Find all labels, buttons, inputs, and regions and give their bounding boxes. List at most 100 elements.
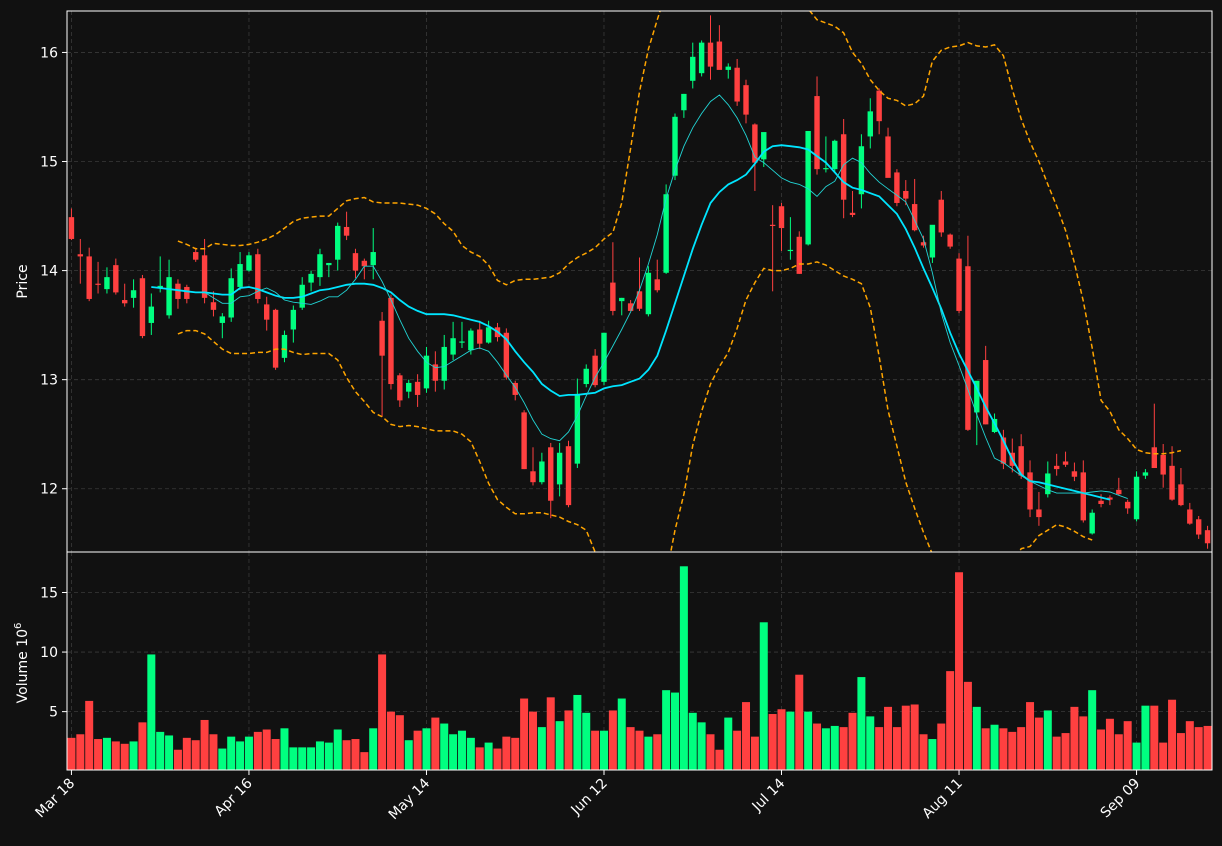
volume-bar bbox=[253, 731, 262, 770]
candle-body bbox=[104, 277, 110, 290]
candle bbox=[920, 235, 927, 248]
volume-bar bbox=[591, 730, 600, 770]
candle bbox=[610, 242, 616, 316]
candle-body bbox=[840, 134, 847, 200]
volume-bar bbox=[1097, 729, 1106, 770]
volume-bar bbox=[1176, 733, 1185, 770]
candle-body bbox=[343, 226, 350, 236]
volume-bar bbox=[644, 736, 653, 770]
candle-body bbox=[441, 346, 447, 381]
candle bbox=[1124, 499, 1131, 514]
candle bbox=[219, 313, 226, 339]
candle-body bbox=[397, 375, 403, 401]
candle bbox=[193, 247, 199, 262]
candle-body bbox=[1142, 472, 1149, 476]
candle-body bbox=[539, 461, 545, 483]
candle-body bbox=[477, 329, 483, 344]
candle bbox=[1133, 471, 1140, 522]
candle-body bbox=[654, 279, 660, 291]
volume-bar bbox=[129, 741, 138, 770]
candle-body bbox=[1080, 472, 1086, 521]
candle-body bbox=[459, 341, 465, 343]
candle-body bbox=[1107, 497, 1113, 500]
volume-bar bbox=[768, 714, 777, 770]
candle bbox=[175, 279, 181, 309]
lower-band-line bbox=[177, 261, 1093, 552]
candle-body bbox=[876, 90, 882, 122]
candle-body bbox=[796, 236, 802, 274]
candle bbox=[565, 440, 572, 508]
candle bbox=[264, 296, 270, 331]
volume-bar bbox=[360, 752, 369, 770]
candle-body bbox=[352, 253, 359, 271]
volume-bar bbox=[520, 698, 529, 770]
candle bbox=[548, 442, 554, 519]
candle-body bbox=[965, 266, 971, 430]
x-tick-label: Apr 16 bbox=[212, 775, 256, 819]
volume-axes-frame bbox=[66, 551, 1213, 771]
candle bbox=[113, 258, 119, 295]
volume-bar bbox=[1159, 742, 1168, 770]
volume-bar bbox=[671, 692, 680, 770]
candle-body bbox=[832, 140, 838, 170]
volume-bar bbox=[715, 749, 724, 770]
candle bbox=[432, 351, 439, 392]
volume-bar bbox=[928, 739, 937, 770]
volume-bar bbox=[218, 748, 227, 770]
volume-bar bbox=[990, 724, 999, 770]
candle-body bbox=[858, 146, 865, 195]
candle bbox=[281, 330, 288, 363]
candle bbox=[556, 442, 563, 497]
volume-bar bbox=[1114, 734, 1123, 770]
volume-bar bbox=[209, 734, 218, 770]
volume-bar bbox=[1070, 706, 1079, 770]
candle-body bbox=[823, 168, 829, 170]
candle-body bbox=[1151, 447, 1158, 469]
candle bbox=[1071, 462, 1078, 482]
moving-average-fast-line bbox=[204, 94, 1128, 500]
candle bbox=[397, 373, 403, 407]
volume-bar bbox=[413, 730, 422, 770]
candle-body bbox=[814, 96, 820, 170]
candle bbox=[867, 98, 873, 149]
candle-body bbox=[920, 242, 927, 246]
candle-body bbox=[991, 418, 998, 433]
candle-body bbox=[1053, 465, 1060, 470]
candle-body bbox=[530, 471, 536, 483]
candle-body bbox=[130, 290, 137, 298]
volume-bar bbox=[573, 694, 582, 770]
candle-body bbox=[210, 302, 217, 310]
price-y-tick-label: 14 bbox=[40, 264, 58, 280]
candle-body bbox=[947, 234, 953, 247]
volume-bar bbox=[165, 735, 174, 770]
volume-bar bbox=[395, 715, 404, 770]
candle bbox=[690, 42, 696, 89]
volume-bar bbox=[502, 736, 511, 770]
candle-body bbox=[681, 93, 687, 111]
candle bbox=[1178, 468, 1184, 507]
volume-bar bbox=[546, 697, 555, 770]
candle bbox=[911, 178, 918, 232]
volume-bar bbox=[777, 709, 786, 770]
volume-bar bbox=[981, 728, 990, 770]
price-y-tick-label: 13 bbox=[40, 373, 58, 389]
volume-bar bbox=[813, 723, 822, 770]
volume-bar bbox=[608, 710, 617, 770]
candle bbox=[894, 169, 900, 207]
candle bbox=[255, 248, 261, 304]
price-y-tick-label: 16 bbox=[40, 45, 58, 61]
volume-bar bbox=[759, 622, 768, 770]
candle-body bbox=[867, 111, 873, 137]
candle bbox=[184, 284, 190, 304]
candle-body bbox=[335, 225, 341, 260]
candle bbox=[823, 136, 829, 173]
volume-bar bbox=[493, 748, 502, 770]
candle-body bbox=[1027, 472, 1033, 510]
candle bbox=[716, 25, 723, 70]
candle-body bbox=[698, 42, 705, 74]
volume-bar bbox=[733, 730, 742, 770]
candle bbox=[210, 291, 217, 317]
candle-body bbox=[1000, 437, 1007, 464]
candle-body bbox=[894, 172, 900, 203]
candle-body bbox=[86, 256, 92, 299]
